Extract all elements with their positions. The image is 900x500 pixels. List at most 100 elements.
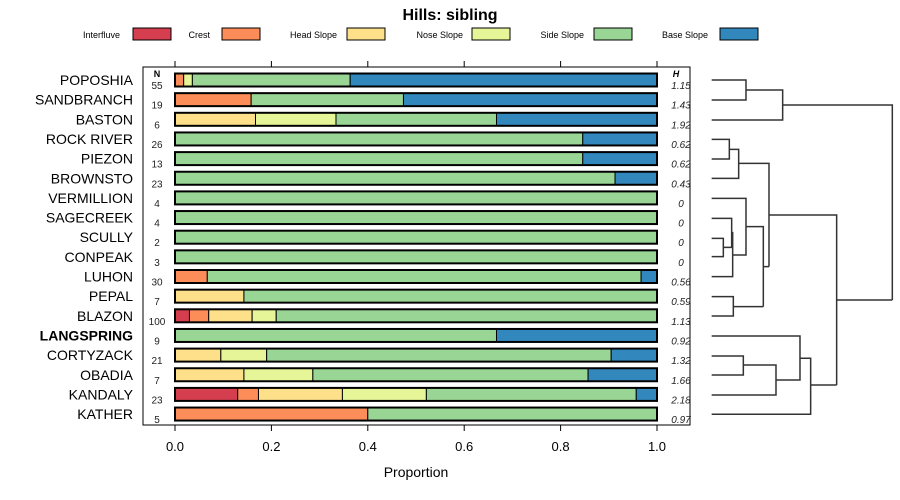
- x-axis: 0.0 0.2 0.4 0.6 0.8 1.0: [166, 61, 666, 454]
- bar-segment-side-slope: [174, 131, 584, 146]
- table-row: PEPAL 7 0.59: [89, 288, 691, 308]
- bar-segment-side-slope: [174, 230, 658, 245]
- n-value: 7: [154, 297, 160, 308]
- bar-outline: [174, 190, 658, 206]
- n-value: 21: [151, 356, 163, 367]
- legend-swatch: [593, 27, 633, 41]
- table-row: ROCK RIVER 26 0.62: [46, 131, 691, 151]
- x-tick-label: 0.0: [166, 439, 184, 454]
- table-row: SCULLY 2 0: [80, 229, 685, 249]
- n-value: 9: [154, 336, 160, 347]
- table-row: SANDBRANCH 19 1.43: [35, 92, 691, 112]
- h-value: 1.43: [671, 101, 691, 112]
- table-row: CORTYZACK 21 1.32: [47, 347, 691, 367]
- legend-swatch: [719, 27, 759, 41]
- bar-segment-side-slope: [367, 407, 658, 422]
- bar-outline: [174, 308, 658, 324]
- bar-segment-base-slope: [640, 269, 658, 284]
- bar-segment-base-slope: [587, 367, 658, 382]
- h-header: H: [673, 69, 680, 79]
- table-row: BLAZON 100 1.13: [77, 308, 691, 328]
- h-value: 0: [678, 219, 684, 230]
- bar-segment-base-slope: [495, 328, 658, 343]
- table-row: BASTON 6 1.92: [76, 111, 691, 131]
- legend-label: Nose Slope: [416, 30, 463, 40]
- row-label: SANDBRANCH: [35, 92, 133, 108]
- x-tick-label: 0.4: [359, 439, 377, 454]
- row-label: BROWNSTO: [51, 170, 133, 186]
- bar-segment-nose-slope: [183, 73, 193, 87]
- bar-segment-base-slope: [614, 171, 658, 186]
- dendrogram: [711, 79, 894, 416]
- row-label: LUHON: [84, 269, 133, 285]
- h-value: 0.92: [671, 336, 691, 347]
- table-row: KANDALY 23 2.18: [69, 386, 691, 406]
- row-label: BASTON: [76, 111, 133, 127]
- bar-segment-side-slope: [174, 190, 658, 205]
- bar-outline: [174, 249, 658, 265]
- bar-segment-side-slope: [191, 73, 351, 87]
- n-value: 100: [149, 317, 166, 328]
- n-value: 4: [154, 219, 160, 230]
- n-value: 4: [154, 199, 160, 210]
- bar-segment-crest: [174, 73, 185, 87]
- bar-segment-side-slope: [335, 112, 497, 127]
- h-value: 1.15: [671, 81, 691, 92]
- legend-label: Head Slope: [290, 30, 337, 40]
- bar-segment-side-slope: [312, 367, 589, 382]
- n-value: 3: [154, 258, 160, 269]
- bar-segment-base-slope: [582, 151, 658, 166]
- h-value: 2.18: [670, 395, 691, 406]
- n-value: 30: [151, 278, 163, 289]
- table-row: BROWNSTO 23 0.43: [51, 170, 691, 190]
- chart-title: Hills: sibling: [402, 7, 497, 24]
- table-row: LANGSPRING 9 0.92: [40, 327, 692, 347]
- bar-segment-nose-slope: [341, 387, 427, 402]
- n-value: 2: [154, 238, 160, 249]
- bar-segment-side-slope: [275, 308, 658, 323]
- bar-outline: [174, 269, 658, 284]
- bar-segment-base-slope: [635, 387, 658, 402]
- table-row: SAGECREEK 4 0: [46, 210, 684, 230]
- h-value: 0.62: [671, 160, 691, 171]
- h-value: 0: [678, 258, 684, 269]
- row-label: CONPEAK: [65, 249, 134, 265]
- row-label: LANGSPRING: [40, 327, 133, 343]
- bar-segment-base-slope: [495, 112, 658, 127]
- row-label: OBADIA: [80, 367, 134, 383]
- legend-label: Crest: [188, 30, 210, 40]
- h-value: 1.92: [671, 120, 691, 131]
- table-row: OBADIA 7 1.66: [80, 367, 691, 387]
- legend-swatch: [221, 27, 261, 41]
- row-label: CORTYZACK: [47, 347, 134, 363]
- bar-segment-crest: [188, 308, 210, 323]
- bar-segment-crest: [174, 92, 252, 107]
- bar-outline: [174, 288, 658, 304]
- n-value: 19: [151, 101, 163, 112]
- table-row: PIEZON 13 0.62: [81, 151, 691, 171]
- bar-outline: [174, 151, 658, 167]
- bar-segment-crest: [174, 269, 208, 284]
- legend-swatch: [132, 27, 172, 41]
- row-label: SCULLY: [80, 229, 134, 245]
- bar-outline: [174, 367, 658, 383]
- bar-segment-head-slope: [208, 308, 253, 323]
- bar-segment-base-slope: [610, 348, 658, 363]
- bar-outline: [174, 327, 658, 343]
- legend-label: Interfluve: [83, 30, 120, 40]
- h-value: 0.56: [671, 278, 691, 289]
- bar-segment-head-slope: [174, 112, 256, 127]
- h-value: 0.59: [671, 297, 691, 308]
- row-label: POPOSHIA: [60, 72, 134, 88]
- h-value: 1.66: [671, 376, 691, 387]
- table-row: POPOSHIA 55 1.15: [60, 72, 691, 92]
- bar-segment-side-slope: [243, 289, 658, 304]
- bar-outline: [174, 406, 658, 422]
- row-label: KANDALY: [69, 386, 134, 402]
- bar-segment-side-slope: [425, 387, 637, 402]
- bar-segment-crest: [237, 387, 259, 402]
- bar-outline: [174, 229, 658, 245]
- bar-segment-head-slope: [174, 367, 245, 382]
- bar-segment-base-slope: [582, 131, 658, 146]
